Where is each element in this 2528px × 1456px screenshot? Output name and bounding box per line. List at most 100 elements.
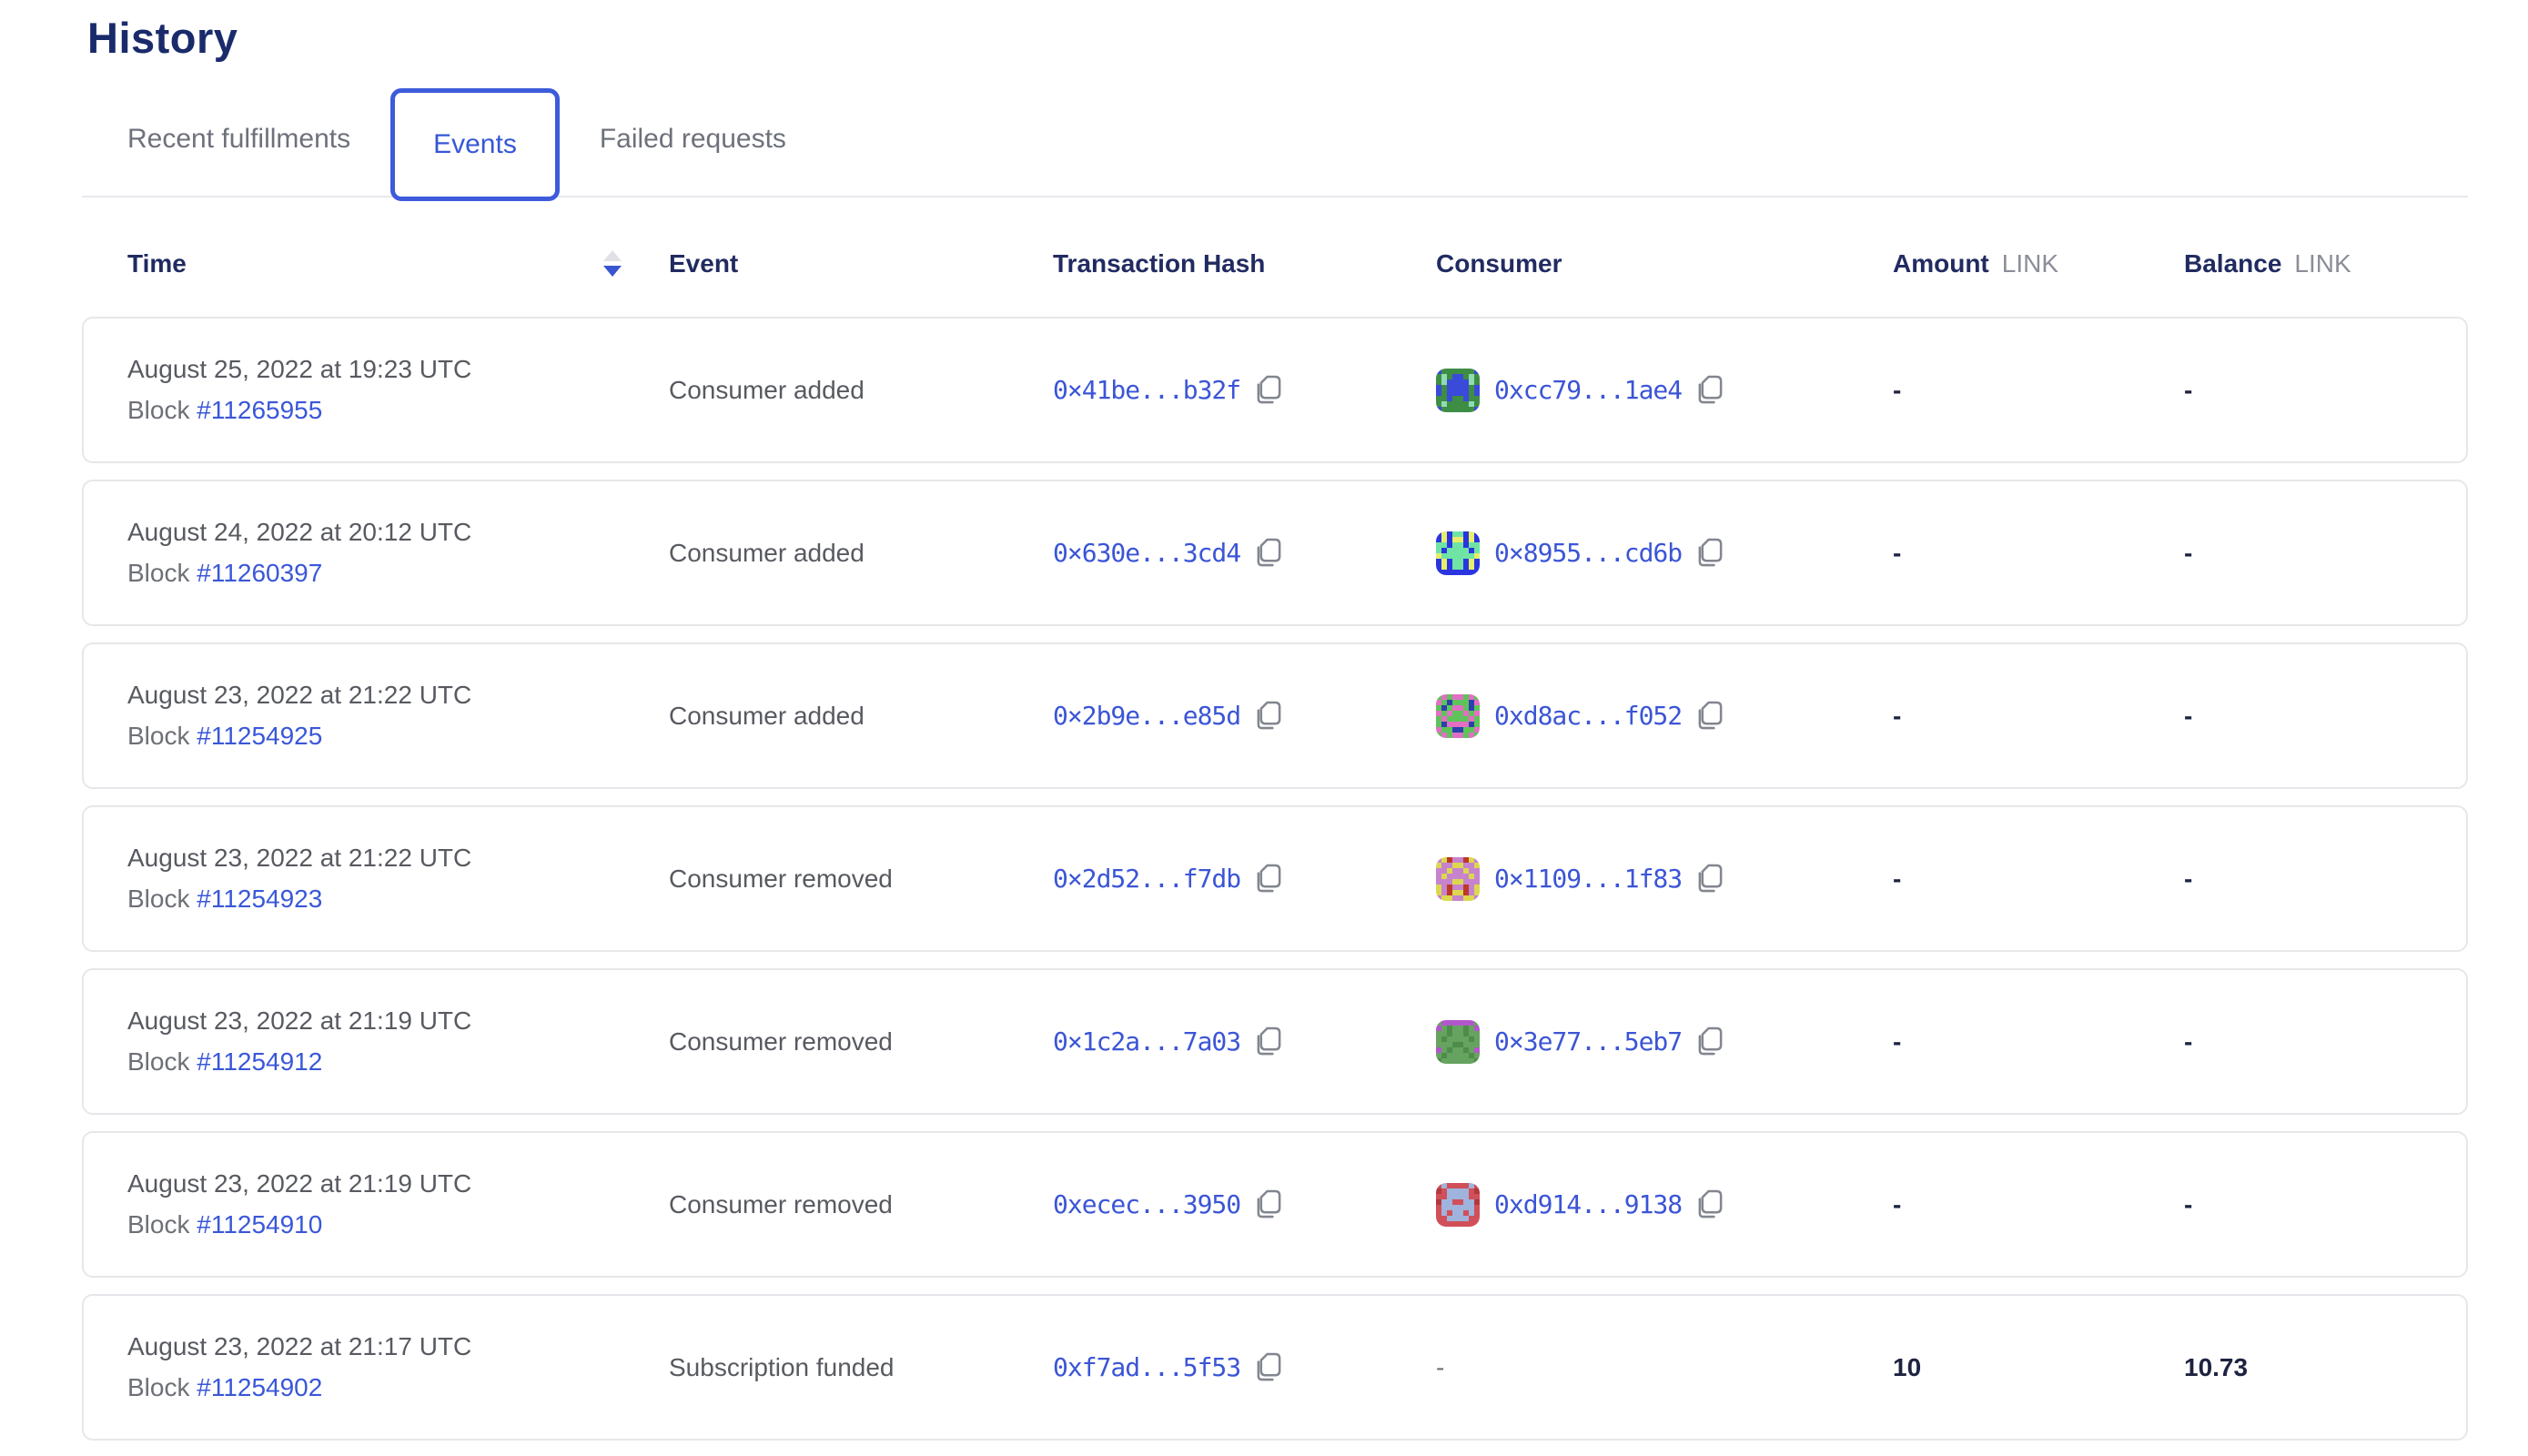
amount-value: - — [1893, 1026, 1902, 1056]
consumer-cell: 0×1109...1f83 - — [1436, 856, 1893, 901]
consumer-address-link[interactable]: 0xd8ac...f052 — [1494, 701, 1683, 731]
amount-value: - — [1893, 701, 1902, 730]
block-label: Block — [127, 1210, 190, 1239]
time-cell: August 23, 2022 at 21:19 UTC Block #1125… — [127, 1006, 669, 1077]
sort-asc-triangle-icon — [603, 250, 622, 261]
block-number-link[interactable]: #11254910 — [197, 1210, 323, 1239]
copy-icon — [1698, 701, 1723, 730]
block-label: Block — [127, 396, 190, 424]
block-number-link[interactable]: #11260397 — [197, 559, 323, 587]
event-timestamp: August 23, 2022 at 21:19 UTC — [127, 1006, 472, 1035]
copy-transaction-hash-button[interactable] — [1255, 537, 1283, 569]
column-header-consumer: Consumer — [1436, 248, 1562, 278]
events-table-body: August 25, 2022 at 19:23 UTC Block #1126… — [82, 317, 2468, 1441]
copy-icon — [1257, 1352, 1281, 1381]
copy-transaction-hash-button[interactable] — [1255, 700, 1283, 732]
consumer-cell: 0×3e77...5eb7 - — [1436, 1019, 1893, 1064]
amount-value: - — [1893, 1189, 1902, 1218]
copy-transaction-hash-button[interactable] — [1255, 1351, 1283, 1383]
transaction-hash-cell: 0×2b9e...e85d — [1053, 700, 1436, 732]
tab-events[interactable]: Events — [390, 88, 560, 201]
balance-value: - — [2184, 864, 2193, 893]
event-type: Consumer removed — [669, 1189, 893, 1218]
transaction-hash-link[interactable]: 0×630e...3cd4 — [1053, 538, 1241, 568]
consumer-address-link[interactable]: 0×3e77...5eb7 — [1494, 1026, 1683, 1057]
copy-transaction-hash-button[interactable] — [1255, 1026, 1283, 1057]
block-number-link[interactable]: #11254912 — [197, 1047, 323, 1076]
block-line: Block #11254910 — [127, 1210, 669, 1239]
block-line: Block #11254923 — [127, 885, 669, 914]
consumer-cell: - - — [1436, 1353, 1893, 1382]
copy-consumer-address-button[interactable] — [1696, 863, 1724, 895]
balance-value: - — [2184, 701, 2193, 730]
block-label: Block — [127, 559, 190, 587]
block-label: Block — [127, 885, 190, 913]
copy-transaction-hash-button[interactable] — [1255, 374, 1283, 406]
copy-icon — [1257, 375, 1281, 404]
copy-consumer-address-button[interactable] — [1696, 374, 1724, 406]
table-row: August 24, 2022 at 20:12 UTC Block #1126… — [82, 480, 2468, 626]
time-cell: August 23, 2022 at 21:22 UTC Block #1125… — [127, 681, 669, 751]
event-timestamp: August 23, 2022 at 21:19 UTC — [127, 1169, 472, 1198]
copy-transaction-hash-button[interactable] — [1255, 863, 1283, 895]
event-timestamp: August 25, 2022 at 19:23 UTC — [127, 355, 472, 383]
table-row: August 23, 2022 at 21:19 UTC Block #1125… — [82, 1131, 2468, 1278]
consumer-link-wrap: 0×1109...1f83 — [1436, 856, 1724, 901]
table-row: August 23, 2022 at 21:22 UTC Block #1125… — [82, 642, 2468, 789]
column-header-transaction-hash: Transaction Hash — [1053, 248, 1266, 278]
table-row: August 23, 2022 at 21:22 UTC Block #1125… — [82, 805, 2468, 952]
event-timestamp: August 23, 2022 at 21:22 UTC — [127, 681, 472, 709]
block-number-link[interactable]: #11254923 — [197, 885, 323, 913]
consumer-link-wrap: 0×3e77...5eb7 — [1436, 1019, 1724, 1064]
copy-icon — [1257, 701, 1281, 730]
consumer-cell: 0xcc79...1ae4 - — [1436, 368, 1893, 412]
consumer-cell: 0xd914...9138 - — [1436, 1182, 1893, 1227]
consumer-link-wrap: 0×8955...cd6b — [1436, 531, 1724, 575]
sort-desc-icon[interactable] — [603, 250, 622, 277]
copy-consumer-address-button[interactable] — [1696, 1188, 1724, 1220]
consumer-identicon — [1436, 531, 1480, 575]
table-row: August 23, 2022 at 21:17 UTC Block #1125… — [82, 1294, 2468, 1441]
block-number-link[interactable]: #11254902 — [197, 1373, 323, 1401]
copy-consumer-address-button[interactable] — [1696, 700, 1724, 732]
transaction-hash-link[interactable]: 0xf7ad...5f53 — [1053, 1352, 1241, 1382]
copy-icon — [1257, 1189, 1281, 1218]
copy-consumer-address-button[interactable] — [1696, 537, 1724, 569]
transaction-hash-link[interactable]: 0×2d52...f7db — [1053, 864, 1241, 894]
amount-unit-label: LINK — [2001, 248, 2059, 278]
consumer-link-wrap: 0xd914...9138 — [1436, 1182, 1724, 1227]
event-type: Consumer removed — [669, 864, 893, 893]
tab-recent-fulfillments[interactable]: Recent fulfillments — [127, 124, 351, 154]
transaction-hash-link[interactable]: 0×41be...b32f — [1053, 375, 1241, 405]
block-line: Block #11260397 — [127, 559, 669, 588]
block-number-link[interactable]: #11265955 — [197, 396, 323, 424]
transaction-hash-link[interactable]: 0xecec...3950 — [1053, 1189, 1241, 1219]
transaction-hash-link[interactable]: 0×1c2a...7a03 — [1053, 1026, 1241, 1057]
tab-failed-requests[interactable]: Failed requests — [599, 124, 786, 154]
consumer-address-link[interactable]: 0×1109...1f83 — [1494, 864, 1683, 894]
copy-transaction-hash-button[interactable] — [1255, 1188, 1283, 1220]
block-label: Block — [127, 1373, 190, 1401]
consumer-cell: 0xd8ac...f052 - — [1436, 693, 1893, 738]
time-cell: August 25, 2022 at 19:23 UTC Block #1126… — [127, 355, 669, 425]
consumer-cell: 0×8955...cd6b - — [1436, 531, 1893, 575]
amount-value: - — [1893, 864, 1902, 893]
block-number-link[interactable]: #11254925 — [197, 722, 323, 750]
copy-consumer-address-button[interactable] — [1696, 1026, 1724, 1057]
consumer-link-wrap: 0xd8ac...f052 — [1436, 693, 1724, 738]
time-cell: August 23, 2022 at 21:19 UTC Block #1125… — [127, 1169, 669, 1239]
balance-value: - — [2184, 1026, 2193, 1056]
balance-unit-label: LINK — [2294, 248, 2351, 278]
page-title: History — [87, 14, 238, 62]
consumer-empty-value: - — [1436, 1352, 1445, 1381]
balance-value: - — [2184, 1189, 2193, 1218]
consumer-address-link[interactable]: 0xcc79...1ae4 — [1494, 375, 1683, 405]
consumer-address-link[interactable]: 0×8955...cd6b — [1494, 538, 1683, 568]
consumer-address-link[interactable]: 0xd914...9138 — [1494, 1189, 1683, 1219]
block-label: Block — [127, 722, 190, 750]
consumer-link-wrap: 0xcc79...1ae4 — [1436, 368, 1724, 412]
amount-column-label: Amount — [1893, 248, 1989, 278]
column-header-time[interactable]: Time — [127, 249, 669, 278]
transaction-hash-link[interactable]: 0×2b9e...e85d — [1053, 701, 1241, 731]
history-tabs: Recent fulfillments Events Failed reques… — [82, 83, 2468, 201]
